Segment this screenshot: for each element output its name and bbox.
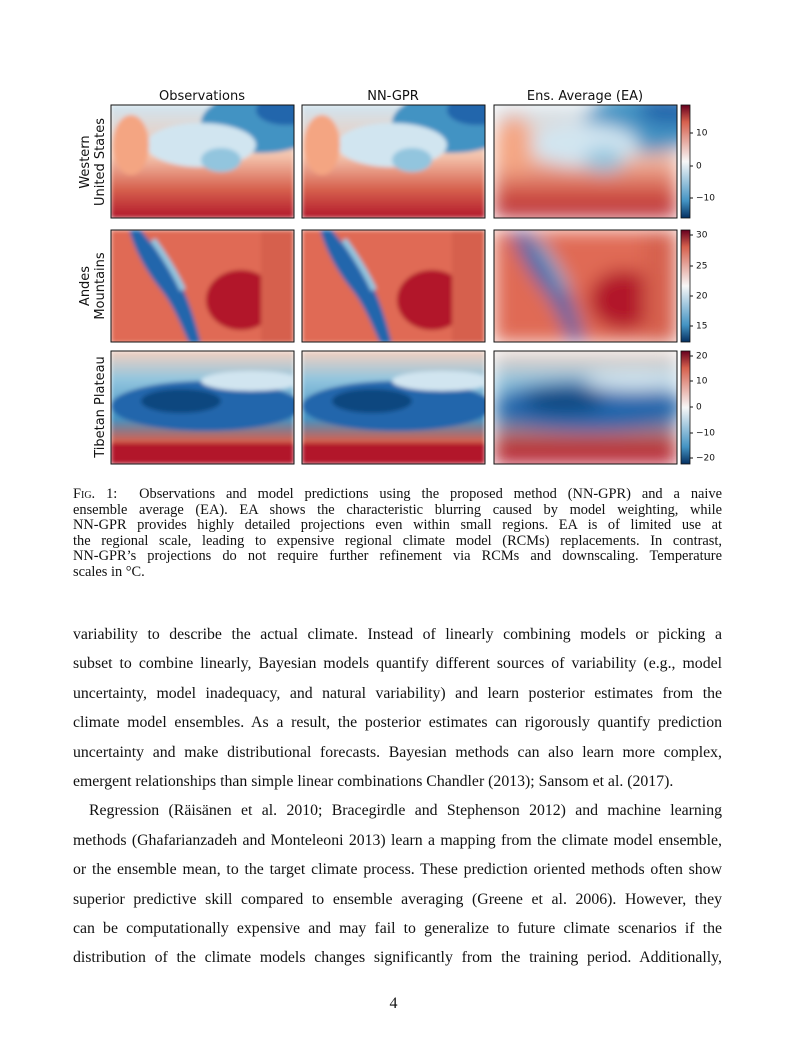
row-label: Tibetan Plateau bbox=[93, 356, 108, 459]
row-label: Western bbox=[78, 135, 93, 188]
colorbar-tick-label: 0 bbox=[696, 162, 702, 172]
colorbar-tick-label: 30 bbox=[696, 231, 708, 241]
body-line: subset to combine linearly, Bayesian mod… bbox=[73, 655, 722, 673]
body-line: emergent relationships than simple linea… bbox=[73, 773, 674, 790]
figure: Observations NN-GPR Ens. Average (EA) We… bbox=[78, 89, 715, 465]
page-number: 4 bbox=[389, 995, 398, 1012]
body-line: superior predictive skill compared to en… bbox=[73, 890, 722, 908]
body-line: distribution of the climate models chang… bbox=[73, 949, 722, 967]
colorbar-tick-label: 0 bbox=[696, 403, 702, 413]
panels bbox=[110, 104, 678, 465]
caption-text: Observations and model predictions using… bbox=[139, 486, 722, 502]
colorbar-tick-label: −10 bbox=[696, 429, 715, 439]
colorbar-tick-label: 20 bbox=[696, 352, 708, 362]
colorbar-tick-label: 15 bbox=[696, 322, 707, 332]
caption-line: NN-GPR’s projections do not require furt… bbox=[73, 548, 722, 564]
body-line: variability to describe the actual clima… bbox=[73, 626, 722, 643]
column-title: NN-GPR bbox=[367, 89, 419, 104]
row-label: Mountains bbox=[93, 252, 108, 320]
colorbar-tick-label: 25 bbox=[696, 262, 707, 272]
body-line: uncertainty and make distributional fore… bbox=[73, 743, 722, 761]
colorbars bbox=[680, 104, 691, 465]
caption-line: the regional scale, leading to expensive… bbox=[73, 532, 722, 549]
row-label: Andes bbox=[78, 266, 93, 306]
caption-line: Fig. 1: Observations and model predictio… bbox=[73, 486, 722, 503]
colorbar-tick-label: −10 bbox=[696, 194, 715, 204]
colorbar-tick-label: 10 bbox=[696, 129, 708, 139]
body-line: uncertainty, model inadequacy, and natur… bbox=[73, 684, 722, 702]
caption-label: Fig. 1: bbox=[73, 486, 118, 502]
body-line: Regression (Räisänen et al. 2010; Braceg… bbox=[89, 802, 722, 820]
body-line: methods (Ghafarianzadeh and Monteleoni 2… bbox=[73, 831, 722, 849]
caption-line: NN-GPR provides highly detailed projecti… bbox=[73, 517, 722, 533]
colorbar-tick-label: 10 bbox=[696, 377, 708, 387]
caption-line: ensemble average (EA). EA shows the char… bbox=[73, 501, 722, 518]
body-line: can be computationally expensive and may… bbox=[73, 920, 722, 937]
colorbar-tick-label: 20 bbox=[696, 292, 708, 302]
body-line: climate model ensembles. As a result, th… bbox=[73, 714, 722, 732]
caption-line: scales in °C. bbox=[73, 563, 145, 580]
colorbar-tick-label: −20 bbox=[696, 454, 715, 464]
column-title: Ens. Average (EA) bbox=[527, 89, 643, 104]
row-label: United States bbox=[93, 118, 108, 206]
body-line: or the ensemble mean, to the target clim… bbox=[73, 861, 722, 879]
column-title: Observations bbox=[159, 89, 245, 104]
